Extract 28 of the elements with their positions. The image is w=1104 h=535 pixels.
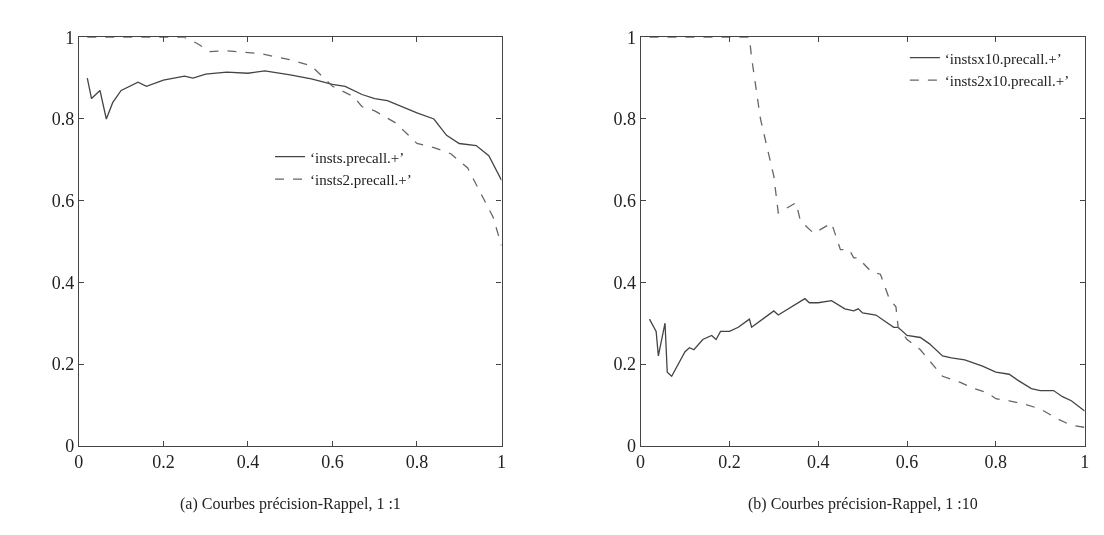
y-tick-label: 0.8 bbox=[51, 109, 75, 130]
y-tick-label: 1 bbox=[626, 27, 636, 48]
y-tick-label: 0.4 bbox=[51, 272, 75, 293]
y-tick-label: 0.2 bbox=[613, 354, 636, 375]
x-tick-label: 0.8 bbox=[984, 452, 1008, 473]
y-tick-label: 1 bbox=[65, 27, 75, 48]
y-tick-label: 0.2 bbox=[51, 354, 75, 375]
x-tick-label: 0.4 bbox=[236, 452, 260, 473]
y-tick-label: 0.8 bbox=[613, 109, 636, 130]
legend-label: ‘insts2x10.precall.+’ bbox=[944, 73, 1070, 90]
y-tick-label: 0 bbox=[626, 436, 636, 456]
x-tick-label: 0.6 bbox=[321, 452, 344, 473]
legend-label: ‘insts.precall.+’ bbox=[310, 149, 405, 166]
y-tick-label: 0.6 bbox=[613, 190, 636, 211]
x-tick-label: 0.2 bbox=[152, 452, 175, 473]
y-tick-label: 0.6 bbox=[51, 190, 75, 211]
legend-label: ‘instsx10.precall.+’ bbox=[944, 50, 1062, 67]
legend-label: ‘insts2.precall.+’ bbox=[310, 172, 412, 189]
x-tick-label: 1 bbox=[497, 452, 506, 473]
text: (b) Courbes précision-Rappel, 1 :10 bbox=[748, 495, 978, 513]
x-tick-label: 0.2 bbox=[718, 452, 741, 473]
x-tick-label: 0.8 bbox=[405, 452, 429, 473]
x-tick-label: 0.6 bbox=[895, 452, 919, 473]
y-tick-label: 0.4 bbox=[613, 272, 636, 293]
x-tick-label: 0.4 bbox=[806, 452, 830, 473]
text: (a) Courbes précision-Rappel, 1 :1 bbox=[180, 495, 401, 513]
x-tick-label: 1 bbox=[1080, 452, 1090, 473]
y-tick-label: 0 bbox=[65, 436, 75, 456]
